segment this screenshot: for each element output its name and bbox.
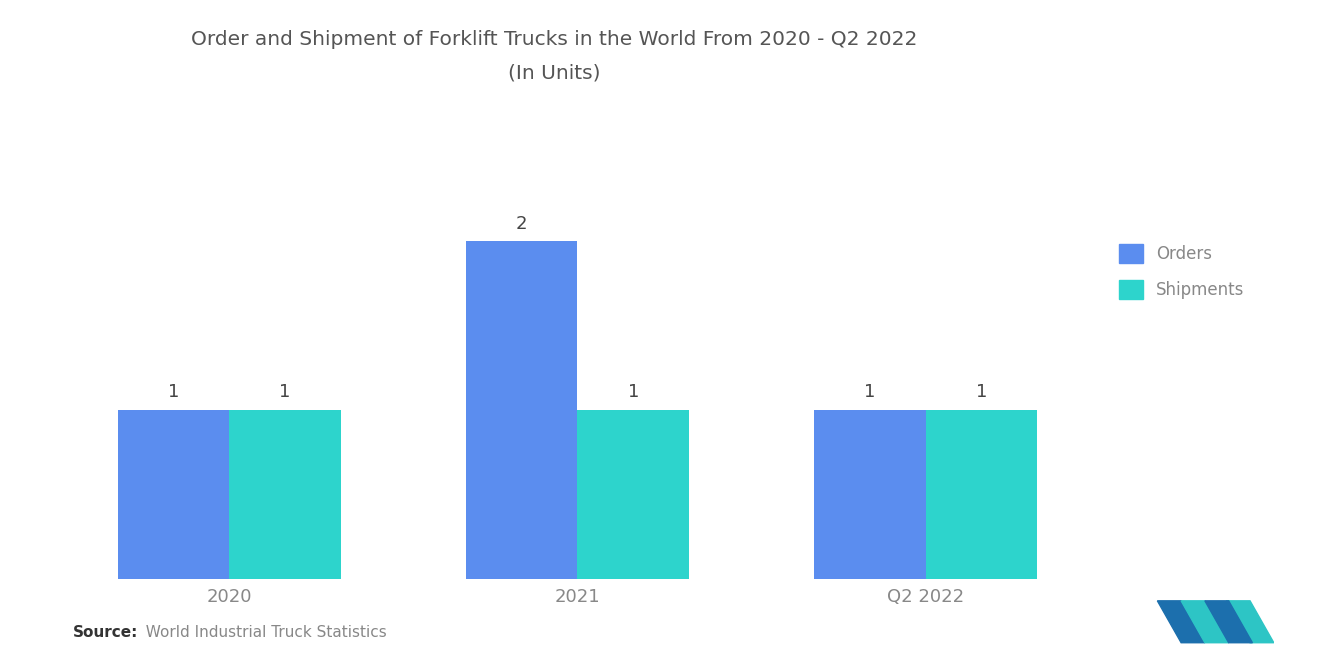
Text: 1: 1 [627,384,639,402]
Text: 1: 1 [975,384,987,402]
Text: 1: 1 [280,384,290,402]
Bar [814,410,925,579]
Polygon shape [1181,601,1229,642]
Bar [466,241,577,579]
Text: 1: 1 [865,384,875,402]
Bar [925,410,1038,579]
Text: Order and Shipment of Forklift Trucks in the World From 2020 - Q2 2022: Order and Shipment of Forklift Trucks in… [191,30,917,49]
Bar [230,410,341,579]
Polygon shape [1226,601,1274,642]
Bar [577,410,689,579]
Text: 1: 1 [168,384,180,402]
Legend: Orders, Shipments: Orders, Shipments [1111,235,1253,308]
Text: Source:: Source: [73,624,139,640]
Text: (In Units): (In Units) [508,63,601,82]
Polygon shape [1205,601,1253,642]
Bar [117,410,230,579]
Text: 2: 2 [516,215,528,233]
Polygon shape [1158,601,1205,642]
Text: World Industrial Truck Statistics: World Industrial Truck Statistics [136,624,387,640]
